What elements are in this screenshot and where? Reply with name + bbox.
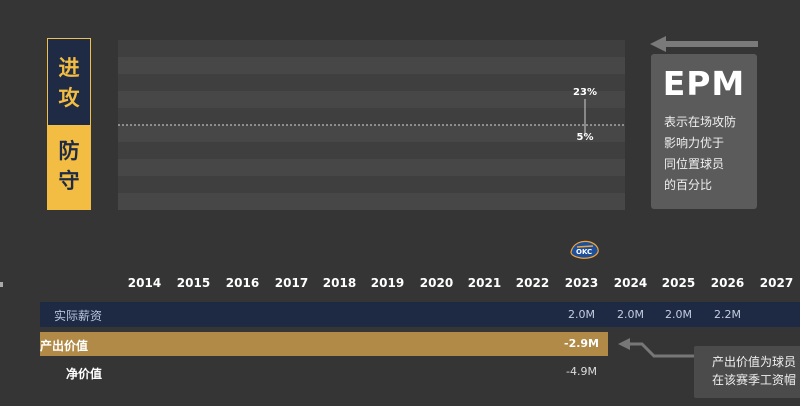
epm-description: 表示在场攻防 影响力优于 同位置球员 的百分比 (664, 112, 754, 196)
chart-grid-band (118, 57, 625, 75)
chart-grid-band (118, 91, 625, 109)
year-label: 2026 (710, 276, 745, 290)
output-value-callout: 产出价值为球员 在该赛季工资帽 (694, 346, 800, 398)
net-value-row: 净价值 -4.9M (40, 364, 608, 384)
output-value-row: 产出价值 -2.9M (40, 332, 608, 356)
salary-cell: 2.0M (568, 308, 595, 321)
chart-grid-band (118, 176, 625, 194)
output-cell: -2.9M (564, 337, 599, 350)
chart-grid-band (118, 142, 625, 160)
chart-grid-band (118, 74, 625, 92)
callout-text: 产出价值为球员 在该赛季工资帽 (712, 353, 800, 389)
epm-chart: 23% 5% (118, 40, 625, 210)
chart-grid-band (118, 125, 625, 143)
callout-line: 产出价值为球员 (712, 355, 797, 369)
epm-title: EPM (662, 64, 746, 103)
callout-connector-icon (618, 338, 694, 358)
epm-desc-line: 同位置球员 (664, 157, 725, 171)
year-label: 2018 (322, 276, 357, 290)
salary-cell: 2.0M (617, 308, 644, 321)
epm-chart-svg: 23% 5% (118, 40, 625, 210)
defense-char-2: 守 (58, 169, 80, 193)
year-label: 2025 (661, 276, 696, 290)
year-label: 2021 (467, 276, 502, 290)
offense-label-box: 进 攻 (47, 38, 91, 126)
net-cell: -4.9M (566, 365, 597, 378)
defense-char-1: 防 (58, 139, 80, 163)
svg-text:OKC: OKC (576, 248, 592, 256)
chart-value-label: 23% (573, 87, 597, 98)
epm-info-panel: EPM 表示在场攻防 影响力优于 同位置球员 的百分比 (651, 54, 757, 209)
salary-cell: 2.2M (714, 308, 741, 321)
year-label: 2027 (759, 276, 794, 290)
year-label: 2024 (613, 276, 648, 290)
salary-row-label: 实际薪资 (54, 309, 103, 323)
year-label: 2023 (564, 276, 599, 290)
chart-grid-band (118, 40, 625, 58)
left-arrow-icon (650, 36, 758, 52)
okc-thunder-logo-icon: OKC (570, 240, 599, 259)
offense-char-1: 进 (58, 56, 80, 80)
chart-grid-band (118, 159, 625, 177)
chart-value-label: 5% (577, 132, 594, 143)
year-label: 2019 (370, 276, 405, 290)
epm-desc-line: 影响力优于 (664, 136, 725, 150)
year-label: 2022 (515, 276, 550, 290)
salary-cell: 2.0M (665, 308, 692, 321)
net-row-label: 净价值 (66, 367, 103, 381)
year-label: 2015 (176, 276, 211, 290)
year-label: 2014 (127, 276, 162, 290)
epm-desc-line: 的百分比 (664, 178, 713, 192)
callout-line: 在该赛季工资帽 (712, 373, 797, 387)
chart-grid-band (118, 193, 625, 210)
year-label: 2016 (225, 276, 260, 290)
output-row-label: 产出价值 (40, 339, 89, 353)
defense-label-box: 防 守 (47, 126, 91, 210)
year-label: 2020 (419, 276, 454, 290)
salary-row: 实际薪资 2.0M 2.0M 2.0M 2.2M (40, 302, 800, 327)
epm-desc-line: 表示在场攻防 (664, 115, 737, 129)
offense-defense-legend: 进 攻 防 守 (47, 38, 91, 210)
edge-marker (0, 282, 3, 287)
offense-char-2: 攻 (58, 86, 80, 110)
chart-grid-band (118, 108, 625, 126)
year-label: 2017 (274, 276, 309, 290)
